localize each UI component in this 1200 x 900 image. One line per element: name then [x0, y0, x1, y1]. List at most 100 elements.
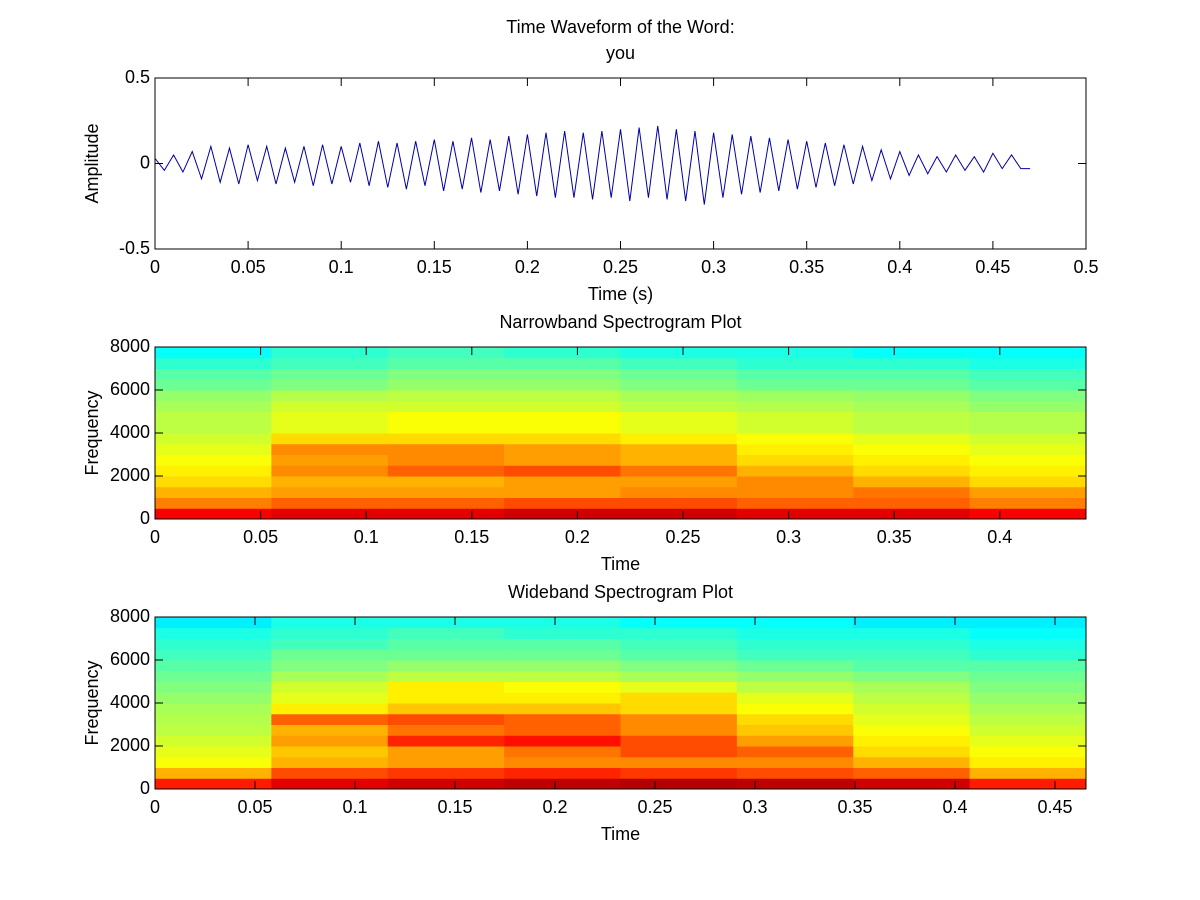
spectrogram-cell: [504, 735, 621, 747]
spectrogram-cell: [620, 411, 738, 423]
spectrogram-cell: [155, 649, 272, 661]
spectrogram-cell: [504, 476, 621, 488]
spectrogram-cell: [271, 390, 389, 402]
spectrogram-cell: [155, 681, 272, 693]
spectrogram-cell: [969, 670, 1087, 682]
axes: 0 0.05 0.1 0.15 0.2 0.25 0.3 0.35 0.4 0.45 0 2000 40…: [82, 582, 1087, 844]
x-tick-label: 0.05: [237, 797, 272, 817]
spectrogram-cell: [969, 347, 1087, 359]
spectrogram-cell: [504, 746, 621, 758]
spectrogram-cell: [620, 422, 738, 434]
spectrogram-cell: [736, 724, 854, 736]
spectrogram-cell: [271, 660, 389, 672]
spectrogram-cell: [387, 476, 505, 488]
spectrogram-cell: [969, 390, 1087, 402]
spectrogram-cell: [620, 670, 738, 682]
x-tick-label: 0: [150, 257, 160, 277]
spectrogram-cell: [736, 638, 854, 650]
spectrogram-cell: [736, 756, 854, 768]
spectrogram-cell: [271, 368, 389, 380]
x-tick-label: 0: [150, 527, 160, 547]
spectrogram-cell: [387, 443, 505, 455]
spectrogram-cell: [271, 703, 389, 715]
x-tick-label: 0.35: [877, 527, 912, 547]
spectrogram-cell: [504, 778, 621, 790]
spectrogram-cell: [155, 497, 272, 509]
spectrogram-cell: [969, 735, 1087, 747]
waveform-line: [154, 125, 1031, 205]
spectrogram-cell: [736, 379, 854, 391]
spectrogram-cell: [736, 681, 854, 693]
spectrogram-cell: [155, 368, 272, 380]
spectrogram-cell: [271, 347, 389, 359]
chart-title: Wideband Spectrogram Plot: [508, 582, 733, 602]
chart-title: Time Waveform of the Word:: [506, 17, 734, 37]
spectrogram-cell: [387, 486, 505, 498]
x-tick-label: 0.3: [776, 527, 801, 547]
spectrogram-cell: [271, 649, 389, 661]
spectrogram-cell: [271, 627, 389, 639]
spectrogram-cell: [271, 735, 389, 747]
spectrogram-cell: [504, 660, 621, 672]
spectrogram-cell: [853, 465, 971, 477]
axes-frame: [154, 77, 1087, 250]
spectrogram-cell: [271, 778, 389, 790]
spectrogram-cell: [853, 649, 971, 661]
spectrogram-cell: [736, 497, 854, 509]
spectrogram-cell: [853, 767, 971, 779]
spectrogram-cell: [504, 357, 621, 369]
y-tick-label: 4000: [110, 692, 150, 712]
spectrogram-cell: [620, 660, 738, 672]
spectrogram-cell: [620, 724, 738, 736]
spectrogram-cell: [155, 617, 272, 629]
spectrogram-cell: [853, 713, 971, 725]
spectrogram-cell: [620, 767, 738, 779]
spectrogram-cell: [736, 368, 854, 380]
y-tick-label: 2000: [110, 465, 150, 485]
spectrogram-cell: [387, 400, 505, 412]
spectrogram-cell: [504, 433, 621, 445]
y-tick-label: 6000: [110, 649, 150, 669]
spectrogram-cell: [387, 497, 505, 509]
spectrogram-cell: [620, 433, 738, 445]
x-tick-label: 0.4: [987, 527, 1012, 547]
x-tick-label: 0.5: [1073, 257, 1098, 277]
x-tick-label: 0: [150, 797, 160, 817]
spectrogram-cell: [736, 713, 854, 725]
x-tick-label: 0.25: [603, 257, 638, 277]
y-tick-label: 6000: [110, 379, 150, 399]
spectrogram-cell: [155, 390, 272, 402]
spectrogram-cell: [387, 347, 505, 359]
spectrogram-cell: [853, 379, 971, 391]
spectrogram-cell: [504, 411, 621, 423]
spectrogram-cell: [387, 778, 505, 790]
spectrogram-cell: [155, 713, 272, 725]
spectrogram-cell: [271, 767, 389, 779]
y-tick-label: 0: [140, 152, 150, 172]
spectrogram-cell: [853, 476, 971, 488]
spectrogram-cell: [853, 670, 971, 682]
spectrogram-cell: [736, 692, 854, 704]
y-tick-label: -0.5: [119, 238, 150, 258]
spectrogram-cell: [969, 357, 1087, 369]
spectrogram-cell: [969, 465, 1087, 477]
spectrogram-cell: [155, 476, 272, 488]
spectrogram-cell: [620, 476, 738, 488]
x-tick-label: 0.25: [637, 797, 672, 817]
spectrogram-cell: [620, 347, 738, 359]
spectrogram-cell: [853, 508, 971, 520]
spectrogram-cell: [271, 357, 389, 369]
spectrogram-cell: [155, 724, 272, 736]
spectrogram-cell: [387, 735, 505, 747]
spectrogram-cell: [155, 411, 272, 423]
spectrogram-cell: [504, 627, 621, 639]
spectrogram-cell: [853, 638, 971, 650]
spectrogram-cell: [736, 357, 854, 369]
spectrogram-cell: [620, 368, 738, 380]
spectrogram-cell: [504, 692, 621, 704]
spectrogram-cell: [387, 379, 505, 391]
spectrogram-cell: [736, 486, 854, 498]
spectrogram-cell: [853, 433, 971, 445]
spectrogram-cell: [387, 692, 505, 704]
spectrogram-cell: [271, 617, 389, 629]
